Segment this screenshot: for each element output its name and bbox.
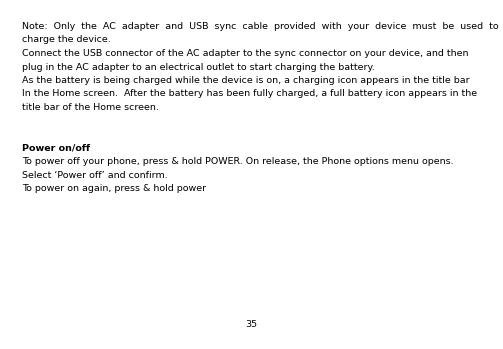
Text: To power on again, press & hold power: To power on again, press & hold power	[22, 184, 206, 193]
Text: charge the device.: charge the device.	[22, 36, 111, 45]
Text: In the Home screen.  After the battery has been fully charged, a full battery ic: In the Home screen. After the battery ha…	[22, 89, 477, 98]
Text: title bar of the Home screen.: title bar of the Home screen.	[22, 103, 159, 112]
Text: Connect the USB connector of the AC adapter to the sync connector on your device: Connect the USB connector of the AC adap…	[22, 49, 468, 58]
Text: Select ‘Power off’ and confirm.: Select ‘Power off’ and confirm.	[22, 171, 167, 179]
Text: Note:  Only  the  AC  adapter  and  USB  sync  cable  provided  with  your  devi: Note: Only the AC adapter and USB sync c…	[22, 22, 498, 31]
Text: 35: 35	[245, 320, 258, 329]
Text: As the battery is being charged while the device is on, a charging icon appears : As the battery is being charged while th…	[22, 76, 470, 85]
Text: plug in the AC adapter to an electrical outlet to start charging the battery.: plug in the AC adapter to an electrical …	[22, 62, 375, 72]
Text: Power on/off: Power on/off	[22, 143, 90, 153]
Text: To power off your phone, press & hold POWER. On release, the Phone options menu : To power off your phone, press & hold PO…	[22, 157, 454, 166]
